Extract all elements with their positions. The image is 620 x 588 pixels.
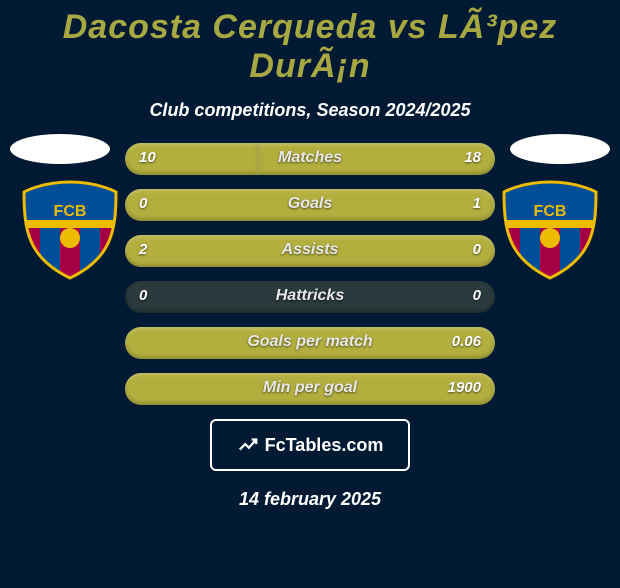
- brand-label: FcTables.com: [265, 435, 384, 456]
- stat-row: 0.06Goals per match: [125, 327, 495, 359]
- brand-box[interactable]: FcTables.com: [210, 419, 410, 471]
- stat-label: Assists: [125, 241, 495, 259]
- stat-row: 20Assists: [125, 235, 495, 267]
- subtitle: Club competitions, Season 2024/2025: [0, 100, 620, 121]
- stat-row: 1018Matches: [125, 143, 495, 175]
- stat-label: Goals: [125, 195, 495, 213]
- stat-label: Matches: [125, 149, 495, 167]
- stat-label: Hattricks: [125, 287, 495, 305]
- stat-row: 1900Min per goal: [125, 373, 495, 405]
- stats-icon: [237, 434, 259, 456]
- stat-label: Min per goal: [125, 379, 495, 397]
- stat-label: Goals per match: [125, 333, 495, 351]
- stat-row: 00Hattricks: [125, 281, 495, 313]
- date-label: 14 february 2025: [0, 489, 620, 510]
- stat-row: 01Goals: [125, 189, 495, 221]
- page-title: Dacosta Cerqueda vs LÃ³pez DurÃ¡n: [0, 8, 620, 86]
- stats-container: 1018Matches 01Goals 20Assists 00Hattricks 0.…: [0, 143, 620, 405]
